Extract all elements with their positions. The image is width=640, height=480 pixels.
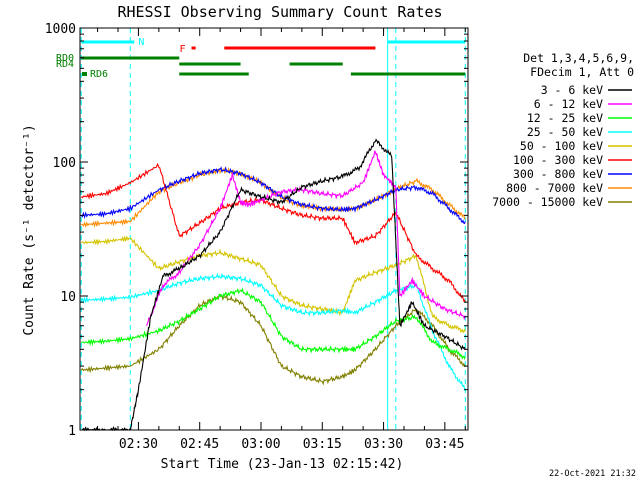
series-line-5: [80, 162, 466, 303]
legend-label-6: 300 - 800 keV: [513, 167, 603, 181]
flag-label-rd4: RD4: [56, 59, 74, 70]
y-tick-label-0: 1: [68, 424, 76, 439]
legend-label-7: 800 - 7000 keV: [506, 181, 603, 195]
legend-label-4: 50 - 100 keV: [520, 139, 603, 153]
series-line-4: [80, 235, 466, 334]
legend-header-line-1: Det 1,3,4,5,6,9,: [523, 51, 634, 65]
series-line-0: [81, 138, 466, 432]
series-line-3: [80, 272, 466, 392]
flag-label-rd6: RD6: [90, 69, 108, 80]
legend-header-line-2: FDecim 1, Att 0: [530, 65, 634, 79]
series-line-1: [146, 150, 466, 326]
legend-label-8: 7000 - 15000 keV: [492, 195, 603, 209]
series-line-2: [81, 287, 466, 361]
x-tick-label-0: 02:30: [119, 437, 158, 452]
x-axis-label: Start Time (23-Jan-13 02:15:42): [161, 457, 404, 472]
x-tick-label-4: 03:30: [364, 437, 403, 452]
flag-rd6-marker: [82, 72, 87, 76]
x-tick-label-2: 03:00: [241, 437, 280, 452]
plot-frame: [79, 27, 469, 431]
series-line-6: [80, 166, 466, 225]
series-line-8: [80, 294, 466, 386]
y-tick-label-1: 10: [60, 290, 76, 305]
legend-label-1: 6 - 12 keV: [534, 97, 603, 111]
flag-label-n: N: [138, 37, 144, 48]
flag-label-f: F: [180, 44, 186, 55]
legend-label-5: 100 - 300 keV: [513, 153, 603, 167]
x-tick-label-5: 03:45: [425, 437, 464, 452]
y-tick-label-2: 100: [53, 156, 76, 171]
y-axis-label: Count Rate (s⁻¹ detector⁻¹): [22, 124, 37, 335]
axes: 1 10 100 1000 02:30 02:45 03:00 03:15 03:30 03:45: [45, 22, 469, 452]
x-tick-label-3: 03:15: [303, 437, 342, 452]
legend-label-2: 12 - 25 keV: [527, 111, 603, 125]
legend-label-0: 3 - 6 keV: [541, 83, 603, 97]
chart-title: RHESSI Observing Summary Count Rates: [117, 3, 442, 21]
y-tick-label-3: 1000: [45, 22, 76, 37]
x-tick-label-1: 02:45: [180, 437, 219, 452]
flag-label-rd0: RD0: [56, 53, 74, 64]
legend-label-3: 25 - 50 keV: [527, 125, 603, 139]
y-axis-label-text: Count Rate (s⁻¹ detector⁻¹): [22, 124, 37, 335]
footer-date: 22-Oct-2021 21:32: [549, 469, 636, 479]
